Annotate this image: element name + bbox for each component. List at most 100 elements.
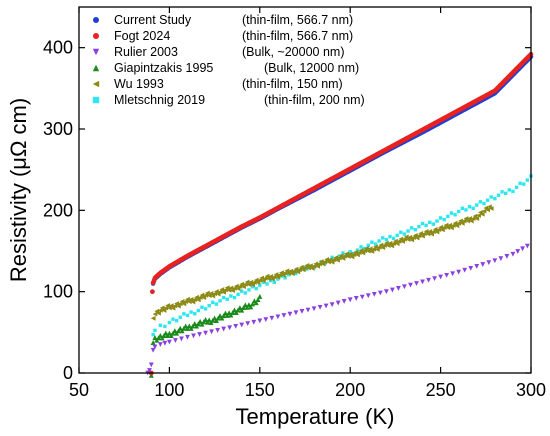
data-point [150,340,156,346]
data-point [440,227,445,233]
data-point [431,222,436,226]
data-point [348,250,352,254]
data-point [261,278,266,284]
data-point [317,261,322,267]
data-point [432,276,437,282]
data-point [289,271,295,277]
data-point [150,315,156,321]
data-point [412,232,418,238]
data-point [258,283,262,288]
data-point [254,286,258,291]
data-point [496,193,501,197]
data-point [275,314,281,320]
data-point [524,243,530,249]
data-point [518,181,522,185]
data-point [257,293,263,299]
data-point [330,255,334,260]
data-point [340,255,346,261]
legend-detail: (Bulk, 12000 nm) [264,61,359,75]
data-point [345,254,351,259]
data-point [226,287,232,293]
data-point [376,244,382,250]
data-point [389,243,395,249]
data-point [245,321,251,327]
legend-label: Mletschnig 2019 [114,93,205,107]
data-point [163,305,169,311]
data-point [224,312,230,318]
data-point [177,301,183,307]
data-point [270,276,275,282]
data-point [411,235,416,241]
data-point [333,255,339,261]
data-point [399,230,403,234]
data-point [500,190,504,194]
data-point [438,224,443,230]
data-point [458,218,463,224]
data-point [279,270,284,276]
data-point [185,334,190,340]
data-point [453,213,457,217]
data-point [474,264,480,269]
data-point [176,303,181,309]
x-tick-label: 250 [426,380,456,400]
data-point [396,238,402,244]
data-point [403,234,409,240]
data-point [480,262,486,267]
data-point [263,317,269,322]
legend-label: Giapintzakis 1995 [114,61,213,75]
data-point [327,257,333,263]
data-point [351,252,357,257]
data-point [182,312,186,316]
data-point [251,280,257,285]
data-point [485,207,491,213]
data-point [295,269,301,275]
data-point [454,223,460,229]
data-point [265,282,269,286]
data-point [387,240,393,246]
data-point [264,273,270,279]
data-point [402,284,407,290]
data-point [237,284,243,289]
data-point [271,274,277,280]
data-point [420,221,425,226]
data-point [194,294,199,300]
data-point [148,362,154,368]
data-point [225,297,229,301]
legend-marker [93,17,99,23]
data-point [159,305,165,311]
data-point [383,240,389,246]
x-tick-label: 200 [335,380,365,400]
x-tick-label: 100 [154,380,184,400]
y-tick-label: 100 [43,282,73,302]
data-point [407,234,413,240]
data-point [206,317,212,323]
data-point [293,310,299,316]
data-point [384,237,389,242]
data-point [244,304,250,310]
data-point [167,305,172,311]
legend-marker [92,80,100,88]
data-point [293,266,299,272]
data-point [468,218,474,224]
data-point [189,310,193,314]
data-point [248,279,254,285]
y-tick-label: 300 [43,119,73,139]
data-point [179,298,185,304]
ticks-layer: 50 100 150 200 250 300 0 100 200 300 400 [43,7,546,400]
data-point [356,250,362,256]
data-point [428,220,432,224]
data-point [151,332,155,337]
data-point [250,282,255,288]
data-point [441,225,447,230]
data-point [230,288,236,294]
data-point [215,291,221,297]
y-tick-label: 200 [43,200,73,220]
data-point [444,273,450,278]
series-layer [145,51,534,378]
data-point [378,242,384,248]
data-point [232,285,237,291]
data-point [221,289,227,295]
data-point [157,342,163,347]
data-point [195,297,201,303]
